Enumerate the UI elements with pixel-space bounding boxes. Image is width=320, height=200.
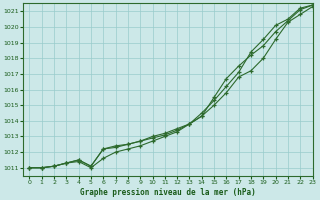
X-axis label: Graphe pression niveau de la mer (hPa): Graphe pression niveau de la mer (hPa) (80, 188, 256, 197)
